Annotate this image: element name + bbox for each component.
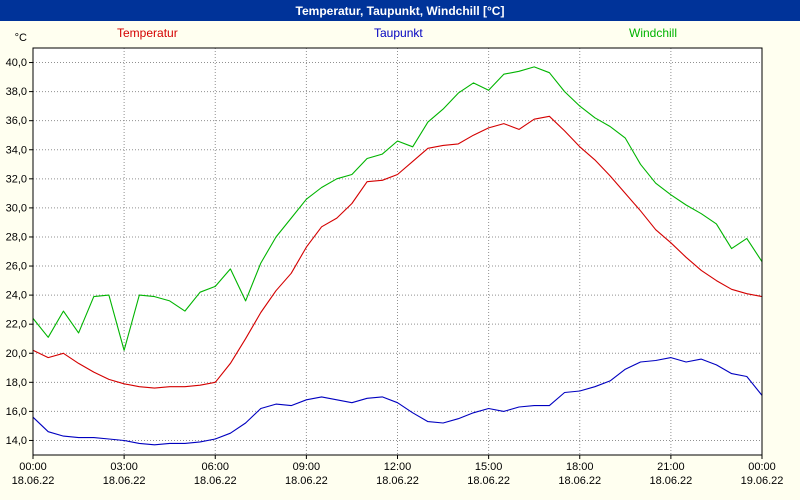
legend: Temperatur Taupunkt Windchill (0, 26, 800, 42)
y-tick-label: 30,0 (6, 202, 27, 214)
x-tick-time-label: 18:00 (566, 461, 594, 473)
y-tick-label: 32,0 (6, 173, 27, 185)
x-tick-date-label: 18.06.22 (558, 475, 601, 487)
y-tick-label: 24,0 (6, 290, 27, 302)
taupunkt-line (32, 357, 763, 446)
y-tick-label: 36,0 (6, 115, 27, 127)
y-tick-label: 16,0 (6, 406, 27, 418)
x-tick-time-label: 09:00 (293, 461, 321, 473)
x-tick-date-label: 18.06.22 (285, 475, 328, 487)
y-tick-label: 22,0 (6, 319, 27, 331)
x-tick-date-label: 18.06.22 (194, 475, 237, 487)
x-tick-date-label: 18.06.22 (649, 475, 692, 487)
x-tick-date-label: 19.06.22 (741, 475, 784, 487)
x-tick-time-label: 00:00 (748, 461, 776, 473)
y-tick-label: 18,0 (6, 377, 27, 389)
x-tick-time-label: 15:00 (475, 461, 503, 473)
x-tick-time-label: 06:00 (201, 461, 229, 473)
x-tick-time-label: 00:00 (19, 461, 47, 473)
x-tick-date-label: 18.06.22 (12, 475, 55, 487)
chart-area: Temperatur Taupunkt Windchill 14,0 16,0 18… (0, 21, 800, 500)
y-tick-label: 14,0 (6, 435, 27, 447)
legend-taupunkt: Taupunkt (374, 26, 423, 40)
line-chart: 14,0 16,0 18,0 20,0 22,0 24,0 26,0 28,0 30,0 32,0… (6, 32, 784, 487)
x-tick-time-label: 12:00 (384, 461, 412, 473)
plot-border (32, 47, 763, 456)
x-tick-time-label: 03:00 (110, 461, 138, 473)
y-tick-label: 28,0 (6, 231, 27, 243)
x-tick-date-label: 18.06.22 (467, 475, 510, 487)
temperatur-line (32, 115, 763, 389)
y-tick-label: 20,0 (6, 348, 27, 360)
legend-temperatur: Temperatur (117, 26, 178, 40)
windchill-line (32, 66, 763, 351)
title-bar: Temperatur, Taupunkt, Windchill [°C] (0, 0, 800, 21)
y-axis-unit-label: °C (15, 32, 27, 44)
window-title: Temperatur, Taupunkt, Windchill [°C] (295, 3, 505, 18)
x-axis: 00:00 18.06.22 03:00 18.06.22 06:00 18.06.22 0… (12, 455, 784, 487)
x-tick-date-label: 18.06.22 (103, 475, 146, 487)
x-tick-time-label: 21:00 (657, 461, 685, 473)
x-tick-date-label: 18.06.22 (376, 475, 419, 487)
y-tick-label: 26,0 (6, 261, 27, 273)
y-tick-label: 34,0 (6, 144, 27, 156)
gridlines (33, 48, 762, 455)
legend-windchill: Windchill (629, 26, 678, 40)
y-axis: 14,0 16,0 18,0 20,0 22,0 24,0 26,0 28,0 30,0 32,0… (6, 32, 33, 447)
y-tick-label: 40,0 (6, 57, 27, 69)
y-tick-label: 38,0 (6, 86, 27, 98)
